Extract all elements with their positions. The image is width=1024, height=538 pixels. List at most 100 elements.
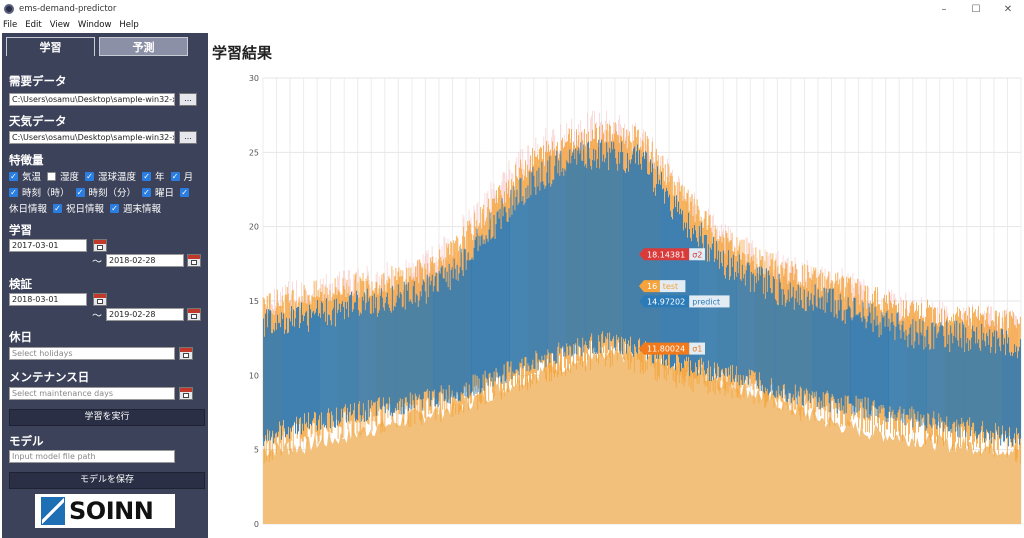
- y-tick-label: 20: [249, 223, 259, 232]
- model-title: モデル: [9, 434, 44, 448]
- menu-view[interactable]: View: [49, 20, 70, 30]
- training-result-chart: 0 5 10 15 20 25 30 18.14381 σ2 16 test 14.97202 pred…: [249, 74, 1022, 529]
- app-icon: [4, 4, 14, 14]
- y-tick-label: 15: [249, 297, 259, 306]
- mode-tabs: 学習 予測: [6, 37, 192, 57]
- menu-window[interactable]: Window: [77, 20, 112, 30]
- feature-label: 年: [155, 172, 165, 183]
- window-title: ems-demand-predictor: [19, 4, 117, 14]
- demand-data-title: 需要データ: [9, 74, 67, 88]
- sidebar: 学習 予測 需要データ C:\Users\osamu\Desktop\sampl…: [2, 33, 208, 538]
- tooltip-label: test: [663, 282, 678, 291]
- checkbox-year[interactable]: ✓: [142, 171, 152, 181]
- feature-label: 休日情報: [9, 204, 48, 215]
- y-tick-label: 10: [249, 371, 259, 380]
- train-period-title: 学習: [9, 223, 32, 237]
- tooltip-value: 14.97202: [647, 297, 685, 306]
- tooltip-label-bg: [689, 342, 705, 355]
- checkbox-minute[interactable]: ✓: [75, 187, 85, 197]
- y-tick-label: 5: [254, 446, 259, 455]
- checkbox-humidity[interactable]: [47, 171, 57, 181]
- feature-label: 時刻（分）: [88, 188, 137, 199]
- minimize-button[interactable]: –: [941, 3, 947, 15]
- feature-label: 週末情報: [123, 204, 162, 215]
- features-row-3: 休日情報 ✓ 祝日情報 ✓ 週末情報: [9, 201, 167, 215]
- features-row-2: ✓ 時刻（時） ✓ 時刻（分） ✓ 曜日 ✓: [9, 185, 193, 199]
- demand-path-input[interactable]: C:\Users\osamu\Desktop\sample-win32-x64: [9, 93, 175, 106]
- feature-label: 曜日: [155, 188, 175, 199]
- menu-bar: File Edit View Window Help: [0, 18, 147, 32]
- sigma1-area: [263, 346, 1021, 524]
- calendar-icon[interactable]: [187, 308, 201, 321]
- maintenance-input[interactable]: Select maintenance days: [9, 387, 175, 400]
- tooltip-flag: 11.80024 σ1: [639, 342, 705, 355]
- y-tick-label: 30: [249, 74, 259, 83]
- tooltip-value-bg: [639, 248, 690, 261]
- checkbox-wet-bulb[interactable]: ✓: [85, 171, 95, 181]
- calendar-icon[interactable]: [179, 347, 193, 360]
- holiday-input[interactable]: Select holidays: [9, 347, 175, 360]
- tooltip-flag: 18.14381 σ2: [639, 248, 705, 261]
- logo-text: SOINN: [69, 497, 154, 525]
- tooltip-flag: 14.97202 predict: [639, 295, 730, 308]
- train-start-input[interactable]: 2017-03-01: [9, 239, 87, 252]
- weather-path-input[interactable]: C:\Users\osamu\Desktop\sample-win32-x64: [9, 131, 175, 144]
- window-controls: – ☐ ✕: [928, 0, 1024, 18]
- feature-label: 湿球温度: [98, 172, 137, 183]
- tooltip-value-bg: [639, 342, 690, 355]
- validate-start-input[interactable]: 2018-03-01: [9, 293, 87, 306]
- holiday-title: 休日: [9, 330, 32, 344]
- checkbox-weekday[interactable]: ✓: [142, 187, 152, 197]
- soinn-logo: SOINN: [35, 494, 175, 528]
- feature-label: 湿度: [60, 172, 80, 183]
- range-tilde: 〜: [92, 257, 102, 268]
- calendar-icon[interactable]: [93, 239, 107, 252]
- feature-label: 気温: [22, 172, 42, 183]
- calendar-icon[interactable]: [179, 387, 193, 400]
- run-training-button[interactable]: 学習を実行: [9, 409, 205, 426]
- train-end-input[interactable]: 2018-02-28: [106, 254, 184, 267]
- features-title: 特徴量: [9, 153, 44, 167]
- range-tilde: 〜: [92, 311, 102, 322]
- tooltip-flag: 16 test: [639, 280, 686, 293]
- menu-help[interactable]: Help: [119, 20, 139, 30]
- tab-train[interactable]: 学習: [6, 37, 95, 56]
- tooltip-value-bg: [639, 295, 690, 308]
- menu-edit[interactable]: Edit: [25, 20, 42, 30]
- feature-label: 祝日情報: [66, 204, 105, 215]
- checkbox-month[interactable]: ✓: [170, 171, 180, 181]
- tooltip-label: σ2: [692, 250, 702, 259]
- tooltip-value: 11.80024: [647, 345, 685, 354]
- weather-data-title: 天気データ: [9, 114, 67, 128]
- checkbox-extra[interactable]: ✓: [180, 187, 190, 197]
- title-bar: ems-demand-predictor – ☐ ✕: [0, 0, 1024, 18]
- save-model-button[interactable]: モデルを保存: [9, 472, 205, 489]
- tooltip-label-bg: [689, 248, 705, 261]
- checkbox-public-holiday[interactable]: ✓: [53, 203, 63, 213]
- y-tick-label: 25: [249, 148, 259, 157]
- y-tick-label: 0: [254, 520, 259, 529]
- menu-file[interactable]: File: [3, 20, 18, 30]
- tooltip-value-bg: [639, 280, 660, 293]
- tooltip-label-bg: [689, 295, 730, 308]
- validate-period-title: 検証: [9, 277, 32, 291]
- weather-browse-button[interactable]: ...: [179, 131, 197, 144]
- validate-end-input[interactable]: 2019-02-28: [106, 308, 184, 321]
- close-button[interactable]: ✕: [1003, 3, 1013, 15]
- checkbox-temperature[interactable]: ✓: [9, 171, 18, 181]
- model-path-input[interactable]: Input model file path: [9, 450, 175, 463]
- demand-browse-button[interactable]: ...: [179, 93, 197, 106]
- tooltip-label: σ1: [692, 345, 702, 354]
- checkbox-weekend[interactable]: ✓: [110, 203, 120, 213]
- calendar-icon[interactable]: [187, 254, 201, 267]
- checkbox-hour[interactable]: ✓: [9, 187, 18, 197]
- feature-label: 時刻（時）: [22, 188, 70, 199]
- maintenance-title: メンテナンス日: [9, 370, 90, 384]
- maximize-button[interactable]: ☐: [971, 3, 981, 15]
- tab-predict[interactable]: 予測: [99, 37, 188, 56]
- feature-label: 月: [183, 172, 194, 183]
- tooltip-label: predict: [692, 297, 720, 306]
- calendar-icon[interactable]: [93, 293, 107, 306]
- page-title: 学習結果: [212, 44, 273, 62]
- logo-mark-icon: [41, 497, 65, 525]
